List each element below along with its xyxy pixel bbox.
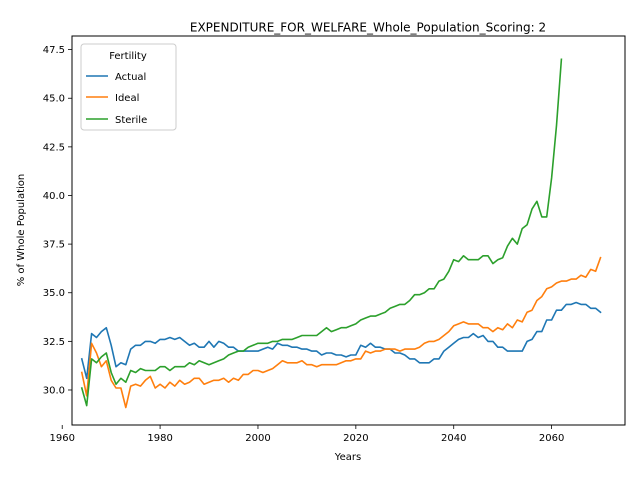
legend-entry-actual: Actual: [115, 72, 146, 83]
y-tick-label: 37.5: [43, 240, 65, 251]
y-axis-label: % of Whole Population: [16, 174, 27, 287]
x-tick-label: 1980: [147, 433, 172, 444]
y-tick-label: 35.0: [43, 288, 65, 299]
y-tick-label: 30.0: [43, 385, 65, 396]
x-tick-label: 2060: [539, 433, 564, 444]
axes-frame: [71, 35, 626, 426]
x-axis: 1960 1980 2000 2020 2040 2060: [49, 425, 564, 444]
x-tick-label: 2040: [441, 433, 466, 444]
x-tick-label: 2020: [343, 433, 368, 444]
y-axis: 30.0 32.5 35.0 37.5 40.0 42.5 45.0 47.5: [43, 45, 72, 396]
series-layer: [80, 58, 602, 409]
legend: Fertility Actual Ideal Sterile: [80, 43, 177, 131]
series-line-sterile: [80, 58, 563, 407]
chart-title: EXPENDITURE_FOR_WELFARE_Whole_Population…: [190, 21, 546, 35]
legend-title: Fertility: [109, 51, 147, 62]
y-tick-label: 42.5: [43, 142, 65, 153]
y-tick-label: 40.0: [43, 191, 65, 202]
legend-box: [80, 43, 177, 131]
series-line-actual: [80, 301, 602, 380]
x-axis-label: Years: [334, 452, 361, 463]
x-tick-label: 1960: [49, 433, 74, 444]
y-tick-label: 32.5: [43, 337, 65, 348]
legend-entry-sterile: Sterile: [115, 115, 147, 126]
series-line-ideal: [80, 256, 602, 409]
y-tick-label: 45.0: [43, 94, 65, 105]
y-tick-label: 47.5: [43, 45, 65, 56]
x-tick-label: 2000: [245, 433, 270, 444]
legend-entry-ideal: Ideal: [115, 93, 139, 104]
